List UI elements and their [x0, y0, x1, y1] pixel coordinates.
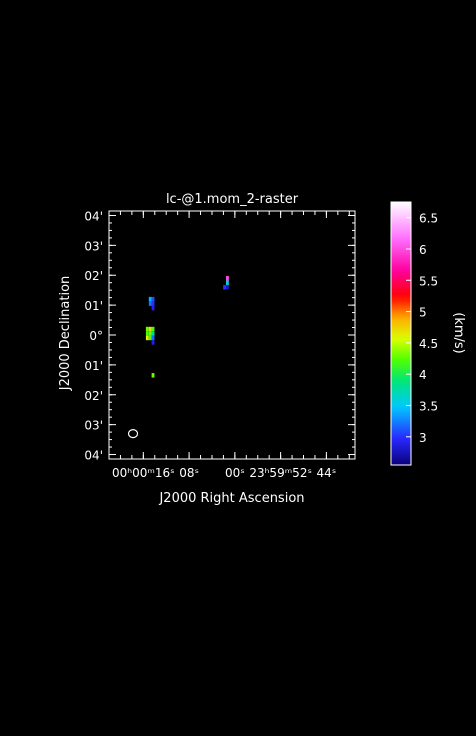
- data-pixel: [148, 331, 152, 336]
- data-pixel: [223, 285, 226, 290]
- data-pixel: [151, 301, 155, 306]
- plot-area[interactable]: [108, 210, 356, 460]
- data-pixel: [151, 340, 155, 345]
- data-pixel: [151, 331, 155, 336]
- colorbar-label: (km/s): [451, 312, 466, 354]
- y-tick-label: 02': [84, 269, 103, 283]
- y-axis-label: J2000 Declination: [58, 276, 73, 392]
- colorbar-tick-label: 3.5: [419, 400, 438, 414]
- data-pixel: [226, 280, 229, 285]
- y-tick-label: 04': [84, 209, 103, 223]
- beam-ellipse: [127, 429, 139, 439]
- data-pixel: [148, 335, 152, 341]
- data-pixel: [145, 331, 149, 336]
- data-pixel: [226, 276, 229, 281]
- x-axis-label: J2000 Right Ascension: [158, 491, 304, 506]
- data-pixel: [148, 326, 152, 332]
- data-pixel: [151, 335, 155, 341]
- data-pixel: [151, 296, 155, 302]
- y-tick-label: 01': [84, 359, 103, 373]
- x-tick-label: 08ˢ: [179, 466, 199, 480]
- x-tick-label: 00ˢ: [225, 466, 245, 480]
- colorbar-tick-label: 6: [419, 243, 427, 257]
- data-pixel: [148, 296, 152, 302]
- x-tick-label: 00ʰ00ᵐ16ˢ: [112, 466, 175, 480]
- colorbar-tick-label: 6.5: [419, 212, 438, 226]
- data-pixel: [148, 301, 152, 306]
- data-pixel: [145, 326, 149, 332]
- data-pixel: [145, 335, 149, 341]
- y-tick-label: 04': [84, 449, 103, 463]
- x-tick-label: 23ʰ59ᵐ52ˢ: [249, 466, 312, 480]
- colorbar: 3 3.5 4 4.5 5 5.5 6 6.5: [390, 201, 438, 466]
- y-tick-label: 03': [84, 239, 103, 253]
- x-tick-label: 44ˢ: [317, 466, 337, 480]
- chart-title: lc-@1.mom_2-raster: [166, 192, 299, 207]
- data-pixel: [151, 326, 155, 332]
- colorbar-tick-label: 5: [419, 306, 427, 320]
- y-tick-label: 0°: [89, 329, 103, 343]
- y-tick-label: 03': [84, 419, 103, 433]
- y-tick-label: 01': [84, 299, 103, 313]
- axis-ticks: 00ʰ00ᵐ16ˢ 08ˢ 00ˢ 23ʰ59ᵐ52ˢ 44ˢ 04' 03' 02' 01' 0…: [84, 209, 355, 480]
- y-tick-label: 02': [84, 389, 103, 403]
- data-pixel: [226, 285, 229, 290]
- colorbar-tick-label: 4.5: [419, 337, 438, 351]
- colorbar-tick-label: 5.5: [419, 274, 438, 288]
- data-pixel: [151, 373, 155, 378]
- colorbar-tick-label: 4: [419, 368, 427, 382]
- colorbar-tick-label: 3: [419, 431, 427, 445]
- colorbar-ramp: [390, 201, 412, 466]
- data-pixel: [151, 305, 155, 311]
